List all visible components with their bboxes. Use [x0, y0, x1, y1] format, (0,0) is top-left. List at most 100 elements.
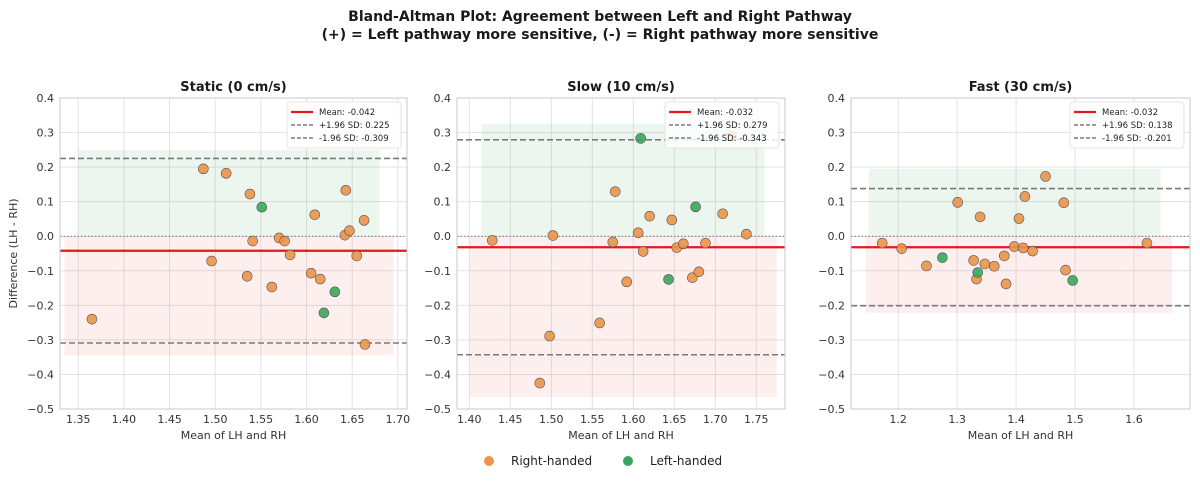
- y-tick-label: 0.3: [828, 127, 846, 140]
- figure-title-line2: (+) = Left pathway more sensitive, (-) =…: [322, 27, 879, 43]
- y-tick-label: 0.1: [828, 196, 846, 209]
- x-tick-label: 1.5: [1066, 413, 1084, 426]
- right-handed-point: [1058, 197, 1070, 209]
- x-tick-label: 1.65: [662, 413, 687, 426]
- legend-lower-loa-label: -1.96 SD: -0.309: [319, 134, 389, 144]
- y-tick-label: 0.4: [434, 92, 452, 105]
- y-tick-label: −0.4: [27, 368, 54, 381]
- y-tick-label: −0.2: [27, 299, 54, 312]
- right-handed-point: [340, 184, 352, 196]
- right-handed-point: [968, 255, 979, 266]
- right-handed-point: [266, 281, 278, 293]
- y-tick-label: −0.3: [424, 334, 451, 347]
- x-tick-label: 1.40: [457, 413, 482, 426]
- right-handed-point: [921, 260, 932, 272]
- positive-region-band: [78, 149, 380, 237]
- y-tick-label: 0.3: [434, 127, 452, 140]
- right-handed-point: [1009, 241, 1020, 252]
- y-tick-label: −0.3: [27, 334, 54, 347]
- legend-upper-loa-label: +1.96 SD: 0.225: [319, 121, 390, 131]
- left-handed-point: [972, 267, 984, 278]
- y-tick-label: −0.2: [424, 299, 451, 312]
- right-handed-point: [244, 188, 256, 200]
- x-tick-label: 1.35: [66, 413, 91, 426]
- right-handed-point: [979, 258, 991, 270]
- right-handed-point: [876, 237, 888, 249]
- x-tick-label: 1.55: [249, 413, 274, 426]
- y-tick-label: −0.1: [818, 265, 845, 278]
- chart-panel-0: 1.35 1.40 1.45 1.50 1.55 1.60 1.65 1.70 −0.5 −0.4…: [7, 80, 410, 442]
- y-tick-label: 0.0: [434, 230, 452, 243]
- legend-left-handed-label: Left-handed: [650, 454, 722, 468]
- x-axis-label: Mean of LH and RH: [181, 429, 287, 442]
- y-tick-label: 0.1: [434, 196, 452, 209]
- positive-region-band: [868, 168, 1161, 237]
- right-handed-point: [314, 273, 326, 285]
- right-handed-point: [666, 214, 678, 226]
- legend-mean-label: Mean: -0.032: [1102, 108, 1158, 118]
- right-handed-point: [693, 266, 705, 278]
- right-handed-point: [241, 271, 253, 282]
- panel-legend-box: [1069, 101, 1185, 149]
- right-handed-point: [594, 317, 605, 329]
- y-tick-label: −0.4: [424, 368, 451, 381]
- x-axis-label: Mean of LH and RH: [968, 429, 1074, 442]
- x-tick-label: 1.70: [386, 413, 411, 426]
- y-tick-label: −0.4: [818, 368, 845, 381]
- plot-frame: [59, 97, 408, 410]
- x-tick-label: 1.45: [498, 413, 523, 426]
- left-handed-point: [690, 201, 701, 213]
- right-handed-point: [700, 237, 711, 249]
- figure-legend: Right-handed Left-handed: [484, 454, 722, 468]
- right-handed-point: [486, 235, 498, 246]
- left-handed-point: [329, 286, 341, 298]
- legend-right-handed-marker: [484, 456, 494, 466]
- left-handed-point: [318, 307, 330, 319]
- legend-mean-label: Mean: -0.042: [319, 108, 375, 118]
- y-axis-label: Difference (LH - RH): [7, 198, 20, 308]
- legend-upper-loa-label: +1.96 SD: 0.138: [1102, 121, 1173, 131]
- legend-mean-label: Mean: -0.032: [697, 108, 753, 118]
- x-tick-label: 1.55: [580, 413, 605, 426]
- x-tick-label: 1.50: [539, 413, 564, 426]
- right-handed-point: [741, 228, 752, 240]
- panel-legend-box: [664, 101, 780, 149]
- right-handed-point: [309, 209, 321, 221]
- y-tick-label: 0.2: [37, 161, 55, 174]
- y-tick-label: 0.2: [828, 161, 846, 174]
- y-tick-label: 0.2: [434, 161, 452, 174]
- y-tick-label: 0.0: [828, 230, 846, 243]
- y-tick-label: −0.5: [424, 403, 451, 416]
- right-handed-point: [359, 339, 371, 350]
- right-handed-point: [247, 235, 258, 247]
- y-tick-label: 0.3: [37, 127, 55, 140]
- legend-left-handed-marker: [623, 456, 633, 466]
- right-handed-point: [198, 163, 209, 175]
- left-handed-point: [1067, 275, 1078, 286]
- legend-upper-loa-label: +1.96 SD: 0.279: [697, 121, 768, 131]
- x-tick-label: 1.4: [1007, 413, 1025, 426]
- y-tick-label: −0.1: [27, 265, 54, 278]
- right-handed-point: [1060, 264, 1071, 276]
- y-tick-label: −0.5: [27, 403, 54, 416]
- left-handed-point: [937, 252, 948, 263]
- right-handed-point: [547, 230, 559, 241]
- right-handed-point: [279, 235, 290, 247]
- right-handed-point: [974, 211, 986, 223]
- y-tick-label: −0.3: [818, 334, 845, 347]
- left-handed-point: [663, 274, 674, 285]
- chart-panels: 1.35 1.40 1.45 1.50 1.55 1.60 1.65 1.70 −0.5 −0.4…: [7, 80, 1191, 442]
- right-handed-point: [1019, 191, 1031, 202]
- chart-panel-2: 1.2 1.3 1.4 1.5 1.6 −0.5 −0.4 −0.3 −0.2 −0.1 0.0 0.…: [818, 80, 1191, 442]
- x-tick-label: 1.45: [157, 413, 182, 426]
- y-tick-label: −0.1: [424, 265, 451, 278]
- right-handed-point: [86, 313, 98, 325]
- panel-title: Slow (10 cm/s): [567, 80, 675, 95]
- x-axis-label: Mean of LH and RH: [568, 429, 674, 442]
- right-handed-point: [206, 255, 217, 267]
- x-tick-label: 1.60: [294, 413, 319, 426]
- right-handed-point: [607, 236, 619, 248]
- left-handed-point: [635, 133, 646, 144]
